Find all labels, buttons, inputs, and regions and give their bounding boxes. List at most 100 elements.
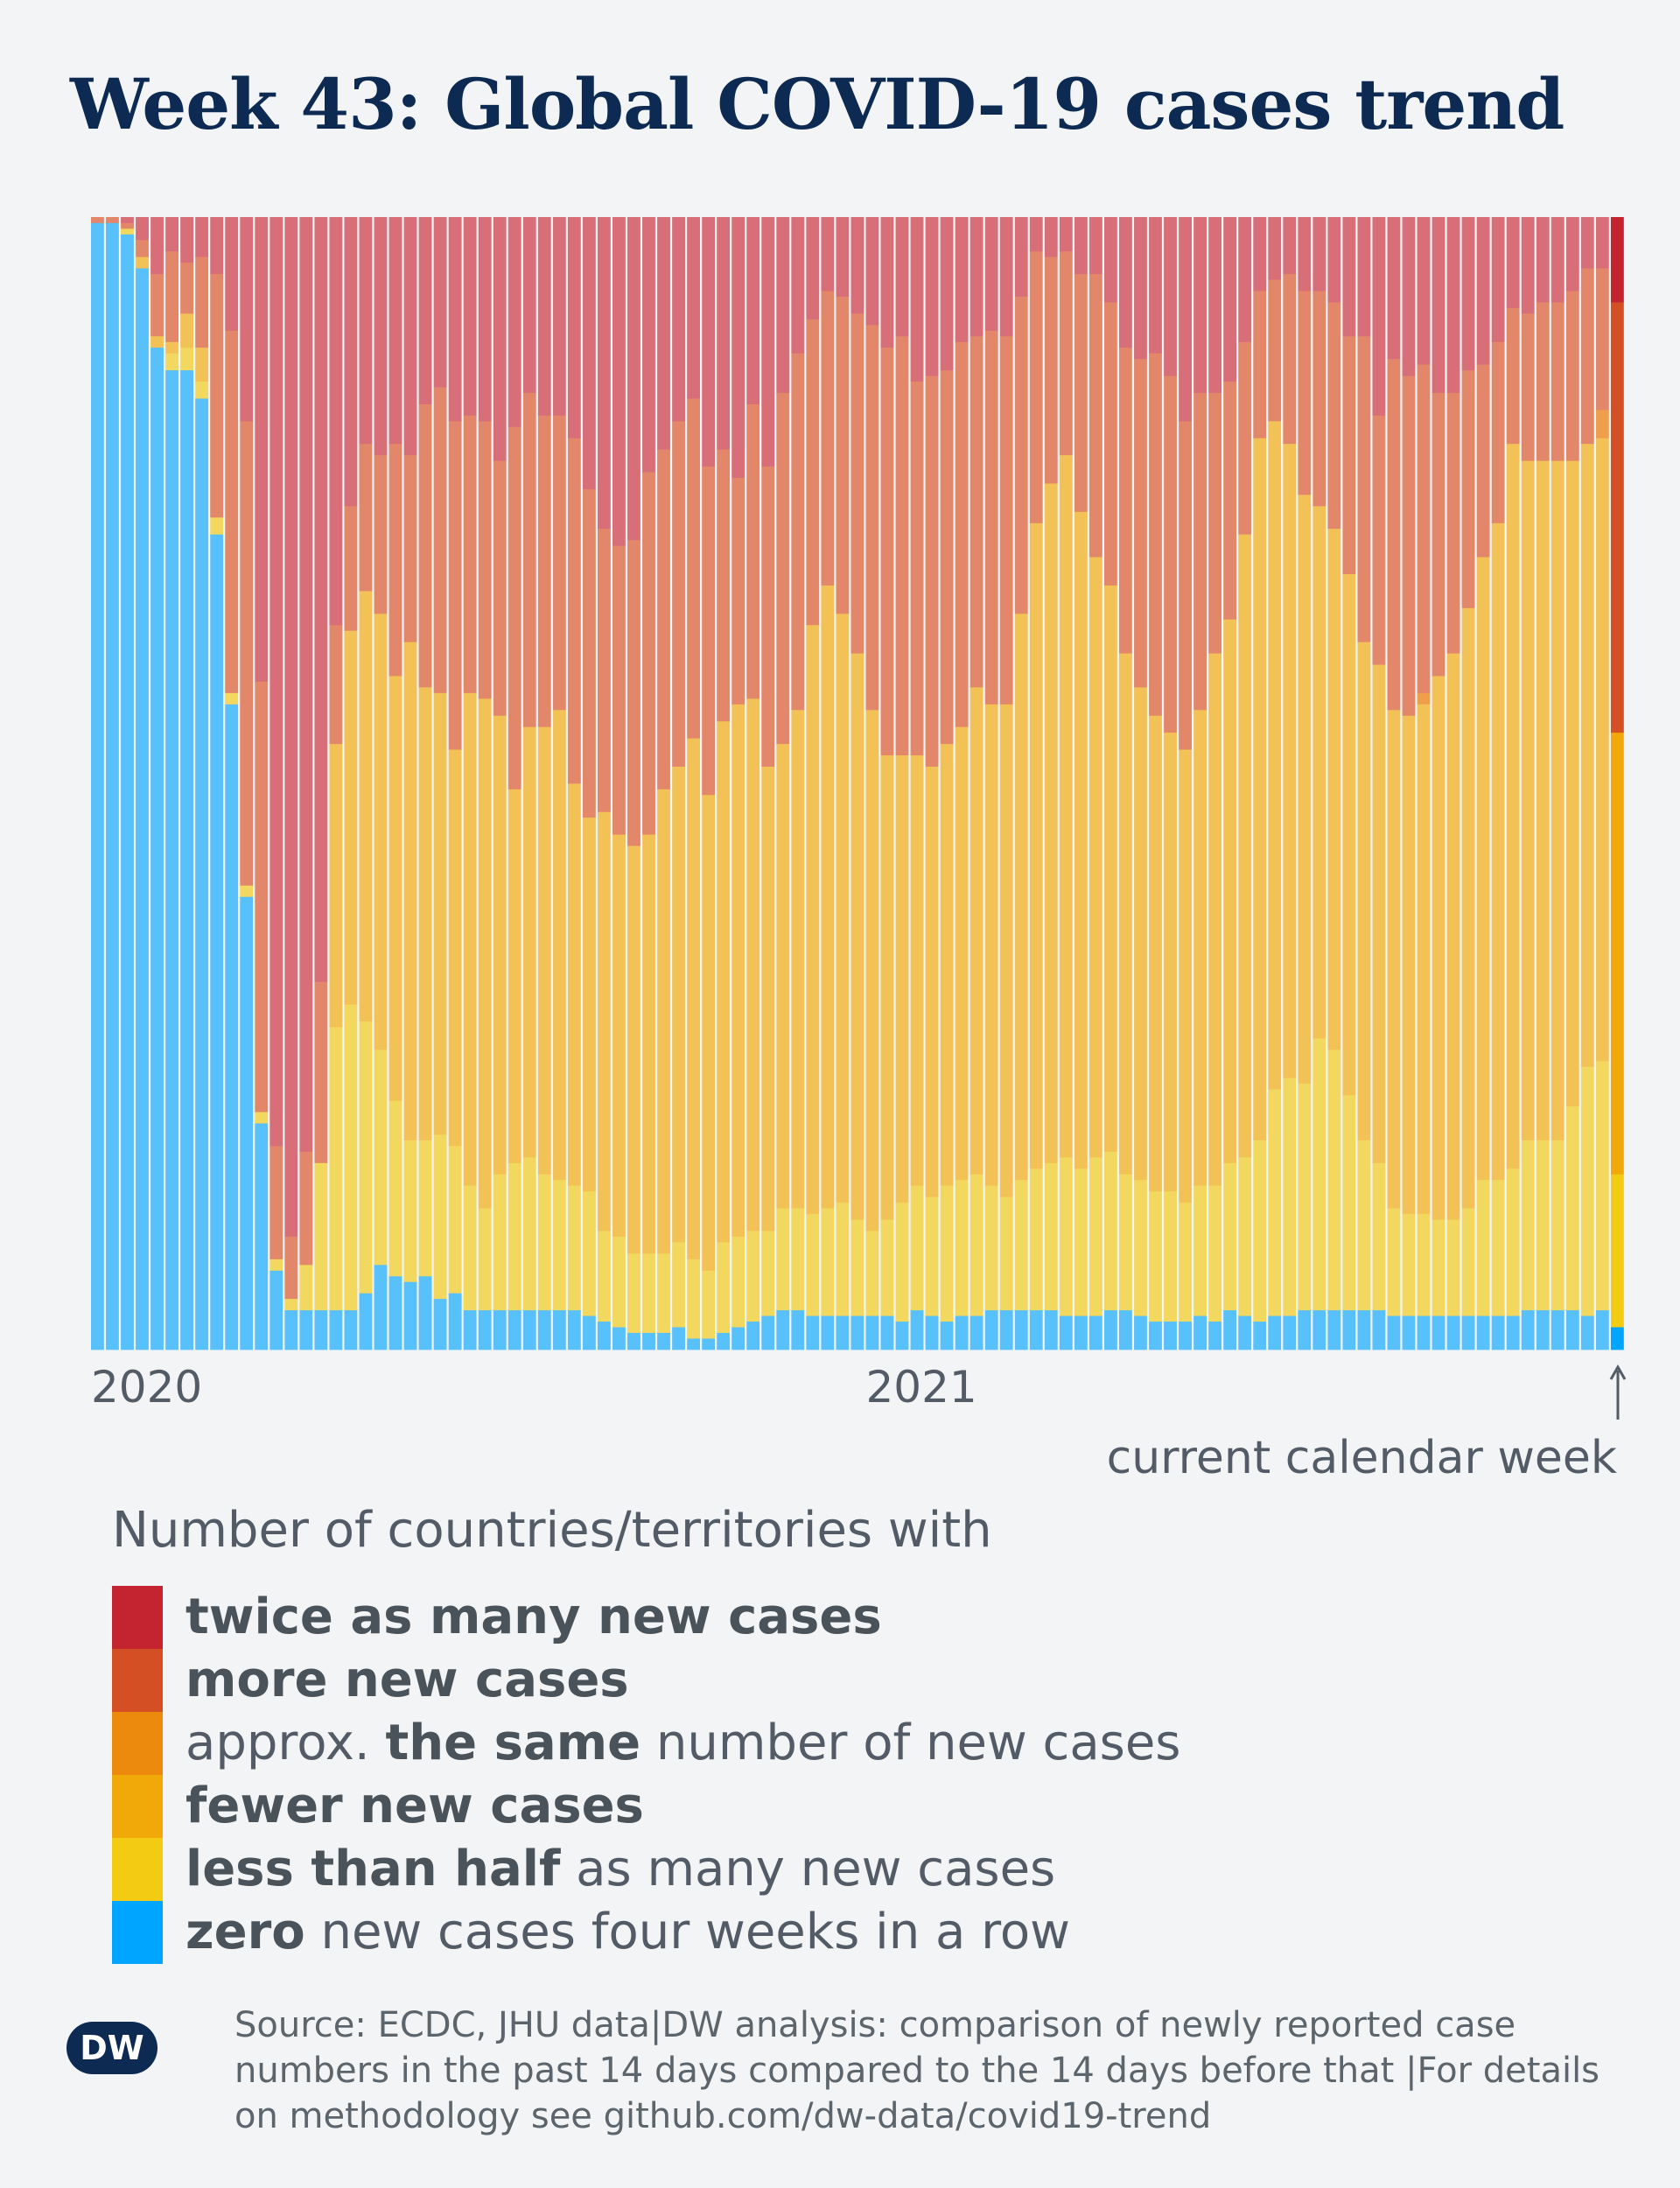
bar-segment-half [1461, 1208, 1475, 1316]
bar-segment-zero [1595, 1309, 1609, 1350]
bar-segment-zero [1610, 1327, 1624, 1350]
bar-segment-half [1402, 1213, 1416, 1316]
bar-segment-more [1059, 250, 1073, 456]
bar-segment-twice [850, 217, 864, 314]
bar-segment-zero [1312, 1309, 1326, 1350]
bar-segment-zero [1268, 1315, 1282, 1350]
bar-segment-more [1342, 335, 1356, 575]
bar-segment-more [1327, 302, 1341, 529]
bar-segment-twice [895, 217, 909, 337]
bar-segment-half [821, 1208, 835, 1316]
legend-swatch-fewer [112, 1775, 163, 1838]
bar-segment-zero [121, 234, 134, 1350]
bar-segment-twice [448, 217, 462, 422]
bar-segment-zero [1088, 1315, 1102, 1350]
bar-segment-zero [1342, 1309, 1356, 1350]
bar-segment-half [702, 1270, 716, 1339]
bar-segment-more [240, 420, 254, 886]
bar-segment-zero [791, 1309, 805, 1350]
bar-segment-fewer [1119, 653, 1132, 1175]
bar-segment-half [597, 1231, 611, 1322]
bar-segment-twice [329, 217, 343, 626]
bar-segment-zero [1238, 1315, 1252, 1350]
bar-segment-half [567, 1185, 581, 1311]
bar-segment-more [1268, 279, 1282, 422]
bar-segment-half [642, 1253, 655, 1333]
bar-segment-zero [1119, 1309, 1132, 1350]
bar-segment-fewer [880, 754, 894, 1220]
bar-segment-fewer [1208, 653, 1222, 1186]
bar-segment-fewer [1103, 585, 1117, 1152]
bar-segment-twice [627, 217, 640, 541]
bar-segment-fewer [791, 709, 805, 1209]
legend-swatch-half [112, 1838, 163, 1901]
bar-segment-zero [627, 1332, 640, 1350]
bar-segment-twice [1327, 217, 1341, 303]
bar-segment-half [1149, 1190, 1162, 1322]
bar-segment-twice [672, 217, 685, 422]
bar-segment-more [865, 324, 879, 711]
bar-segment-more [776, 392, 790, 745]
bar-segment-more [717, 449, 731, 722]
bar-segment-twice [880, 217, 894, 348]
bar-segment-zero [508, 1309, 522, 1350]
current-week-arrow [1609, 1364, 1627, 1420]
bar-segment-zero [359, 1293, 373, 1350]
bar-segment-half [1342, 1094, 1356, 1311]
bar-segment-twice [1536, 217, 1550, 303]
bar-segment-zero [1372, 1309, 1386, 1350]
bar-segment-zero [1417, 1315, 1431, 1350]
bar-segment-twice [463, 217, 477, 416]
bar-segment-fewer [1476, 557, 1490, 1181]
legend-item-same: approx. the same number of new cases [112, 1712, 1512, 1775]
bar-segment-zero [1134, 1315, 1147, 1350]
bar-segment-half [121, 228, 134, 235]
bar-segment-half [1476, 1179, 1490, 1316]
bar-segment-more [702, 466, 716, 796]
bar-segment-fewer [836, 613, 850, 1203]
bar-segment-half [403, 1140, 417, 1282]
bar-segment-zero [567, 1309, 581, 1350]
bar-segment-half [1446, 1219, 1460, 1316]
bar-segment-half [255, 1112, 269, 1124]
legend-label-twice: twice as many new cases [186, 1588, 882, 1645]
bar-segment-half [463, 1185, 477, 1311]
bar-segment-more [1372, 415, 1386, 665]
bar-segment-zero [1253, 1321, 1267, 1350]
bar-segment-zero [776, 1309, 790, 1350]
bar-segment-twice [225, 217, 239, 331]
bar-segment-half [552, 1179, 566, 1311]
legend-swatch-zero [112, 1901, 163, 1964]
bar-segment-more [1238, 341, 1252, 535]
bar-segment-zero [1476, 1315, 1490, 1350]
bar-segment-twice [508, 217, 522, 427]
bar-segment-fewer [478, 698, 492, 1209]
bar-segment-half [165, 353, 178, 371]
bar-segment-zero [522, 1309, 536, 1350]
bar-segment-twice [150, 217, 164, 275]
bar-segment-half [1253, 1140, 1267, 1322]
bar-segment-zero [597, 1321, 611, 1350]
bar-segment-zero [999, 1309, 1013, 1350]
bar-segment-zero [895, 1321, 909, 1350]
bar-segment-more [955, 341, 969, 727]
bar-segment-half [1238, 1157, 1252, 1316]
bar-segment-fewer [1268, 420, 1282, 1090]
bar-segment-twice [1506, 217, 1520, 308]
bar-segment-half [1134, 1179, 1147, 1316]
bar-segment-twice [791, 217, 805, 354]
bar-segment-more [1298, 291, 1312, 495]
current-week-label: current calendar week [1106, 1432, 1617, 1484]
bar-segment-twice [1446, 217, 1460, 393]
bar-segment-more [821, 291, 835, 586]
bar-segment-more [1088, 273, 1102, 558]
bar-segment-twice [955, 217, 969, 342]
bar-segment-zero [106, 222, 119, 1350]
bar-segment-half [984, 1185, 998, 1311]
bar-segment-zero [314, 1309, 328, 1350]
bar-segment-more [925, 375, 939, 767]
bar-segment-more [1446, 392, 1460, 654]
bar-segment-twice [1565, 217, 1579, 291]
bar-segment-fewer [463, 692, 477, 1186]
bar-segment-zero [344, 1309, 358, 1350]
